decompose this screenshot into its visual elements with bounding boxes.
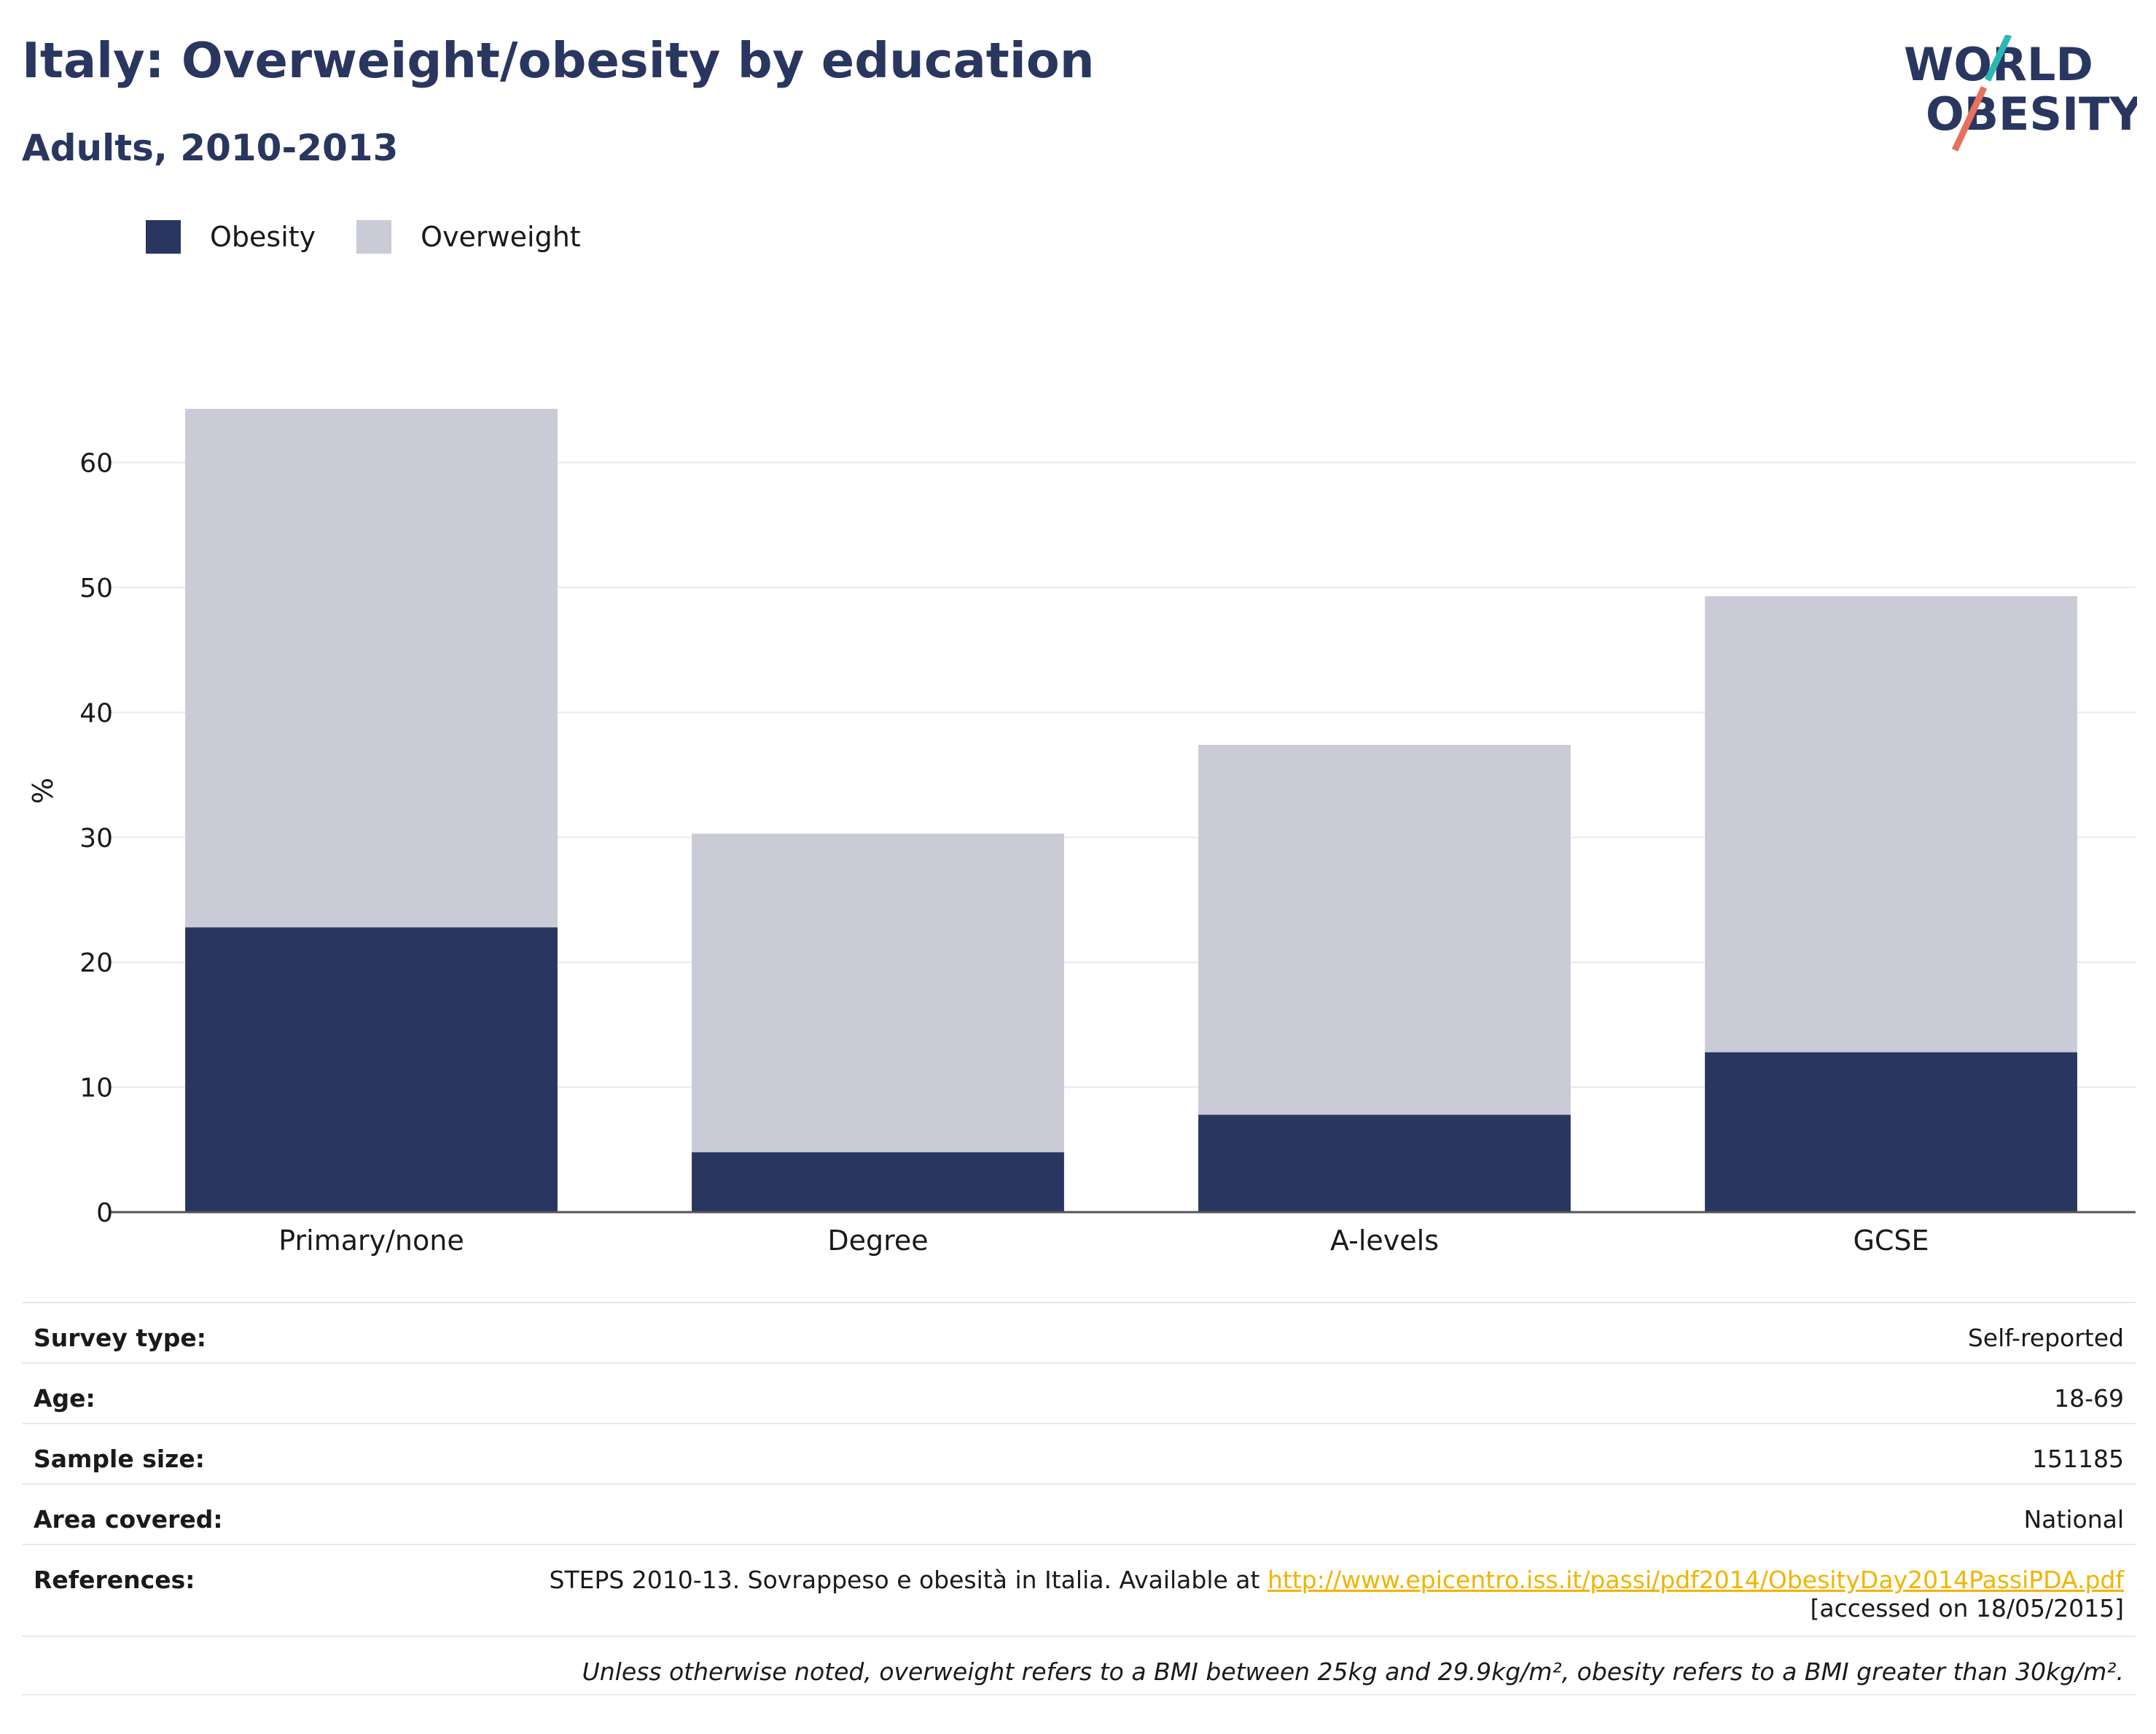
- bar-overweight-a-levels[interactable]: [1198, 744, 1571, 1115]
- y-axis-title: %: [27, 778, 59, 804]
- info-row-survey-type: Survey type: Self-reported: [22, 1302, 2136, 1362]
- references-value: STEPS 2010-13. Sovrappeso e obesità in I…: [550, 1566, 2124, 1622]
- sample-size-value: 151185: [2032, 1445, 2124, 1473]
- x-tick-label: A-levels: [1330, 1225, 1439, 1257]
- info-row-references: References: STEPS 2010-13. Sovrappeso e …: [22, 1544, 2136, 1636]
- x-tick-label: Degree: [827, 1225, 928, 1257]
- bar-obesity-primary-none[interactable]: [185, 927, 558, 1212]
- legend-label-obesity: Obesity: [210, 221, 316, 253]
- bars: [185, 408, 2077, 1212]
- legend-item-obesity[interactable]: Obesity: [146, 220, 316, 254]
- y-tick-label: 60: [79, 449, 113, 479]
- survey-type-value: Self-reported: [1967, 1324, 2124, 1352]
- stacked-bar-chart: 0 10 20 30 40 50 60 Primary/none Degree A-levels…: [27, 408, 2136, 1257]
- world-obesity-logo: WORLD OBESITY: [1904, 35, 2137, 152]
- y-tick-label: 50: [79, 574, 113, 604]
- bar-obesity-gcse[interactable]: [1705, 1052, 2077, 1212]
- legend-label-overweight: Overweight: [421, 221, 581, 253]
- area-covered-value: National: [2023, 1505, 2124, 1534]
- info-row-note: Unless otherwise noted, overweight refer…: [22, 1636, 2136, 1695]
- y-tick-label: 40: [79, 698, 113, 728]
- references-text: STEPS 2010-13. Sovrappeso e obesità in I…: [549, 1566, 1268, 1594]
- legend-item-overweight[interactable]: Overweight: [356, 220, 581, 254]
- x-tick-label: GCSE: [1853, 1225, 1929, 1257]
- bar-overweight-degree[interactable]: [692, 833, 1064, 1152]
- info-row-sample-size: Sample size: 151185: [22, 1423, 2136, 1483]
- y-tick-label: 20: [79, 948, 113, 978]
- y-tick-label: 0: [96, 1198, 113, 1228]
- age-value: 18-69: [2054, 1384, 2124, 1413]
- bmi-definition-note: Unless otherwise noted, overweight refer…: [582, 1657, 2124, 1686]
- y-tick-labels: 0 10 20 30 40 50 60: [79, 449, 113, 1228]
- legend-swatch-overweight: [356, 220, 392, 254]
- y-tick-label: 30: [79, 824, 113, 854]
- references-label: References:: [34, 1566, 195, 1594]
- logo-slash-teal: [1984, 35, 2012, 82]
- references-link[interactable]: http://www.epicentro.iss.it/passi/pdf201…: [1267, 1566, 2124, 1594]
- survey-info-table: Survey type: Self-reported Age: 18-69 Sa…: [22, 1302, 2136, 1695]
- survey-type-label: Survey type:: [34, 1324, 206, 1352]
- legend-swatch-obesity: [146, 220, 181, 254]
- bar-overweight-primary-none[interactable]: [185, 408, 558, 928]
- page-title: Italy: Overweight/obesity by education: [22, 32, 1095, 89]
- x-tick-labels: Primary/none Degree A-levels GCSE: [278, 1225, 1929, 1257]
- age-label: Age:: [34, 1384, 95, 1413]
- chart-legend: Obesity Overweight: [146, 219, 622, 255]
- bar-obesity-a-levels[interactable]: [1198, 1114, 1571, 1212]
- bar-obesity-degree[interactable]: [692, 1152, 1064, 1212]
- logo-slash-coral: [1951, 86, 1988, 152]
- x-tick-label: Primary/none: [278, 1225, 464, 1257]
- area-covered-label: Area covered:: [34, 1505, 223, 1534]
- references-accessed: [accessed on 18/05/2015]: [1810, 1594, 2124, 1622]
- page-subtitle: Adults, 2010-2013: [22, 127, 399, 169]
- bar-overweight-gcse[interactable]: [1705, 595, 2077, 1052]
- y-tick-label: 10: [79, 1074, 113, 1104]
- info-row-area-covered: Area covered: National: [22, 1483, 2136, 1544]
- sample-size-label: Sample size:: [34, 1445, 205, 1473]
- info-row-age: Age: 18-69: [22, 1362, 2136, 1423]
